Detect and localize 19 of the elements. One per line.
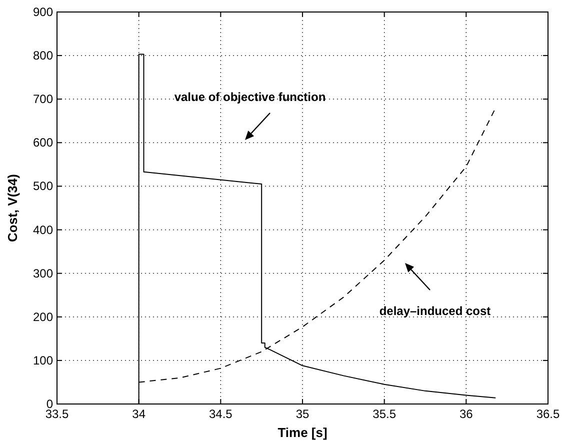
y-tick-label: 800 bbox=[32, 48, 54, 63]
y-tick-label: 100 bbox=[32, 353, 54, 368]
y-tick-label: 900 bbox=[32, 5, 54, 19]
x-tick-label: 34 bbox=[132, 407, 146, 421]
x-tick-label: 34.5 bbox=[208, 407, 233, 421]
x-tick-label: 35.5 bbox=[372, 407, 396, 421]
y-tick-label: 400 bbox=[32, 222, 54, 237]
x-tick-label: 36 bbox=[459, 407, 474, 421]
y-tick-label: 700 bbox=[32, 92, 54, 106]
y-tick-label: 500 bbox=[32, 179, 54, 194]
x-tick-label: 36.5 bbox=[536, 407, 560, 421]
annotation: value of objective function bbox=[174, 90, 326, 104]
x-tick-label: 35 bbox=[296, 407, 310, 421]
y-tick-label: 600 bbox=[32, 136, 54, 150]
annotation: delay–induced cost bbox=[379, 304, 491, 318]
x-axis-title: Time [s] bbox=[278, 425, 328, 440]
y-axis-title: Cost, V(34) bbox=[5, 174, 20, 242]
y-tick-label: 200 bbox=[32, 310, 54, 324]
y-tick-label: 300 bbox=[32, 266, 54, 280]
